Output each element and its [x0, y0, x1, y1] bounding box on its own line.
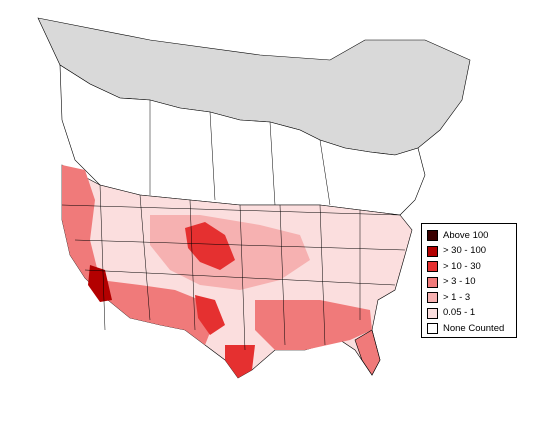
legend-label: > 1 - 3: [443, 291, 471, 303]
legend-item: > 1 - 3: [427, 290, 513, 306]
southern-california-hotspot: [88, 265, 112, 302]
legend-item: 0.05 - 1: [427, 306, 513, 322]
legend-label: > 10 - 30: [443, 260, 481, 272]
legend-swatch: [427, 230, 438, 242]
boundary-lines: [61, 100, 406, 351]
legend-item: > 30 - 100: [427, 244, 513, 260]
map-legend: Above 100 > 30 - 100 > 10 - 30 > 3 - 10 …: [421, 223, 517, 338]
legend-label: > 30 - 100: [443, 245, 487, 257]
florida: [354, 329, 381, 376]
legend-swatch: [427, 276, 438, 288]
southeast-region: [255, 300, 372, 350]
texas-hotspot: [195, 295, 225, 335]
gulf-coast-region: [225, 345, 255, 378]
legend-label: 0.05 - 1: [443, 307, 476, 319]
legend-item: > 3 - 10: [427, 275, 513, 291]
legend-swatch: [427, 307, 438, 319]
legend-swatch: [427, 261, 438, 273]
legend-swatch: [427, 292, 438, 304]
legend-swatch: [427, 245, 438, 257]
legend-swatch: [427, 323, 438, 335]
central-hotspot: [185, 222, 235, 270]
legend-label: None Counted: [443, 322, 505, 334]
legend-item: Above 100: [427, 228, 513, 244]
legend-label: Above 100: [443, 229, 489, 241]
legend-label: > 3 - 10: [443, 276, 476, 288]
legend-item: > 10 - 30: [427, 259, 513, 275]
legend-item: None Counted: [427, 321, 513, 337]
southwest-region: [100, 280, 215, 345]
pacific-coast-region: [62, 165, 108, 300]
